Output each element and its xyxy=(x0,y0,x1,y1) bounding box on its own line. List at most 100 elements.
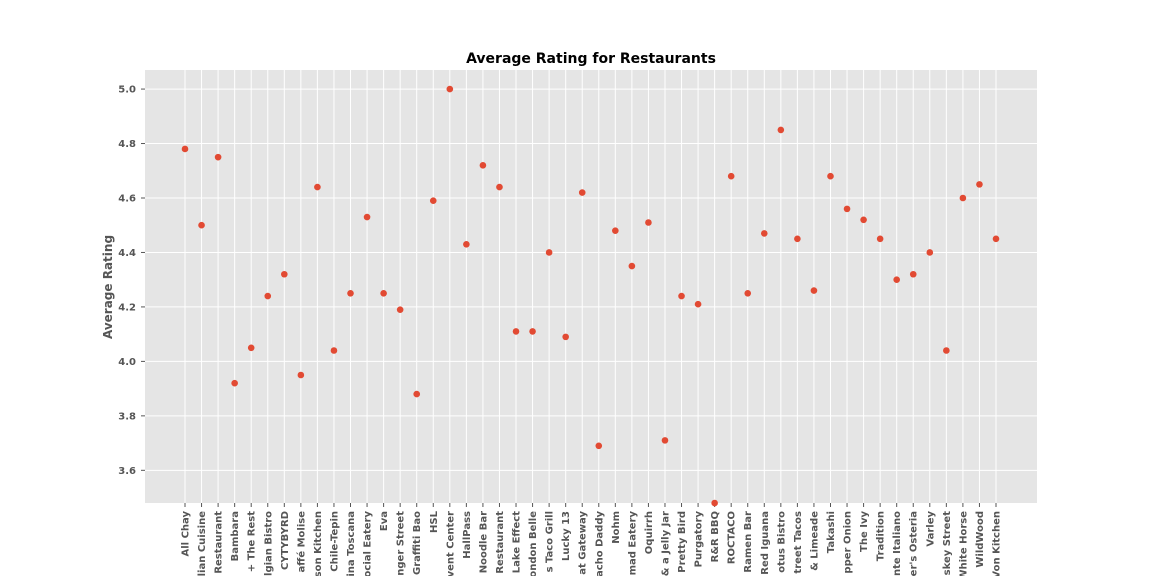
x-tick-label: & a Jelly Jar xyxy=(660,511,671,576)
x-tick-label: The Ivy xyxy=(859,511,870,552)
data-point xyxy=(744,290,752,297)
y-tick-label: 4.2 xyxy=(118,302,136,313)
y-tick-label: 5.0 xyxy=(118,85,136,96)
x-tick-label: ROCTACO xyxy=(727,511,738,564)
x-tick-label: Takashi xyxy=(826,511,837,553)
data-point xyxy=(413,390,421,398)
x-tick-label: Lucky 13 xyxy=(561,511,572,561)
x-tick-label: & Limeade xyxy=(809,511,820,571)
data-point xyxy=(876,235,884,243)
y-tick-label: 4.8 xyxy=(118,139,136,150)
x-tick-label: affé Molise xyxy=(295,511,307,573)
y-axis-ticks: 3.6 3.8 4.0 4.2 4.4 4.6 4.8 5.0 xyxy=(118,85,145,477)
x-tick-label: s Taco Grill xyxy=(545,511,556,572)
data-point xyxy=(661,437,669,444)
data-point xyxy=(529,328,536,335)
data-point xyxy=(578,189,586,196)
data-point xyxy=(347,290,354,297)
data-point xyxy=(678,292,685,300)
x-tick-label: Purgatory xyxy=(694,511,705,568)
x-tick-label: Graffiti Bao xyxy=(412,511,423,575)
x-tick-label: HSL xyxy=(429,510,440,533)
x-tick-label: otus Bistro xyxy=(776,511,787,573)
x-tick-label: ina Toscana xyxy=(346,511,357,576)
data-point xyxy=(992,235,1000,243)
data-point xyxy=(893,276,900,283)
data-point xyxy=(976,181,983,188)
x-tick-label: Bambara xyxy=(230,511,241,561)
data-point xyxy=(330,347,338,354)
data-point xyxy=(760,230,768,237)
data-point xyxy=(231,379,238,387)
x-axis-ticks: All Chay elian Cuisine Restaurant Bambara + … xyxy=(181,503,1003,576)
data-point xyxy=(181,145,189,153)
x-tick-label: acho Daddy xyxy=(594,511,605,576)
x-tick-label: Oquirrh xyxy=(644,511,655,554)
data-point xyxy=(711,499,718,507)
x-tick-label: vent Center xyxy=(445,511,456,576)
data-point xyxy=(363,213,371,221)
data-point xyxy=(595,442,603,450)
x-tick-label: Red Iguana xyxy=(760,511,771,575)
x-tick-label: All Chay xyxy=(181,511,192,557)
data-point xyxy=(512,328,520,335)
data-point xyxy=(380,290,387,297)
x-tick-label: elian Cuisine xyxy=(197,511,208,576)
x-tick-label: er's Osteria xyxy=(909,511,920,576)
x-tick-label: Noodle Bar xyxy=(478,511,489,573)
x-tick-label: Restaurant xyxy=(495,511,506,574)
y-tick-label: 4.6 xyxy=(118,193,136,204)
y-tick-label: 4.4 xyxy=(118,248,136,259)
data-point xyxy=(281,270,288,278)
y-axis-label: Average Rating xyxy=(101,235,115,339)
data-point xyxy=(628,262,636,270)
data-point xyxy=(496,183,503,191)
data-point xyxy=(909,270,917,278)
data-point xyxy=(562,333,569,341)
x-tick-label: Ramen Bar xyxy=(743,511,754,573)
data-point xyxy=(810,287,818,294)
data-points xyxy=(181,85,1000,507)
x-tick-label: Nohm xyxy=(611,511,622,544)
data-point xyxy=(247,344,255,352)
x-tick-label: son Kitchen xyxy=(313,511,324,576)
data-point xyxy=(446,85,454,93)
x-tick-label: White Horse xyxy=(958,511,969,576)
data-point xyxy=(926,249,934,256)
x-tick-label: Von Kitchen xyxy=(992,511,1003,576)
data-point xyxy=(843,205,851,213)
x-tick-label: ondon Belle xyxy=(528,511,539,576)
x-tick-label: at Gateway xyxy=(578,511,589,575)
x-tick-label: HallPass xyxy=(462,511,473,559)
data-point xyxy=(694,300,702,308)
y-tick-label: 3.6 xyxy=(118,466,136,477)
x-tick-label: Chile-Tepin xyxy=(329,511,340,572)
data-point xyxy=(860,216,867,224)
x-tick-label: lgian Bistro xyxy=(263,511,274,576)
data-point xyxy=(794,235,801,243)
grid-lines xyxy=(145,70,1037,503)
x-tick-label: nte Italiano xyxy=(892,511,903,576)
data-point xyxy=(727,172,735,180)
data-point xyxy=(297,371,305,379)
x-tick-label: skey Street xyxy=(942,511,953,576)
data-point xyxy=(429,197,437,205)
data-point xyxy=(645,219,652,226)
data-point xyxy=(264,292,272,300)
chart-title: Average Rating for Restaurants xyxy=(466,51,716,67)
data-point xyxy=(827,172,834,180)
x-tick-label: WildWood xyxy=(975,511,986,568)
x-tick-label: nger Street xyxy=(396,511,407,576)
x-tick-label: treet Tacos xyxy=(793,511,804,574)
data-point xyxy=(777,126,785,134)
data-point xyxy=(612,227,619,234)
y-tick-label: 4.0 xyxy=(118,357,136,368)
data-point xyxy=(463,240,470,248)
x-tick-label: Lake Effect xyxy=(512,511,523,573)
x-tick-label: Varley xyxy=(925,511,936,547)
data-point xyxy=(314,183,321,191)
x-tick-label: ocial Eatery xyxy=(363,511,374,576)
x-tick-label: Pretty Bird xyxy=(677,511,688,573)
data-point xyxy=(479,162,487,169)
